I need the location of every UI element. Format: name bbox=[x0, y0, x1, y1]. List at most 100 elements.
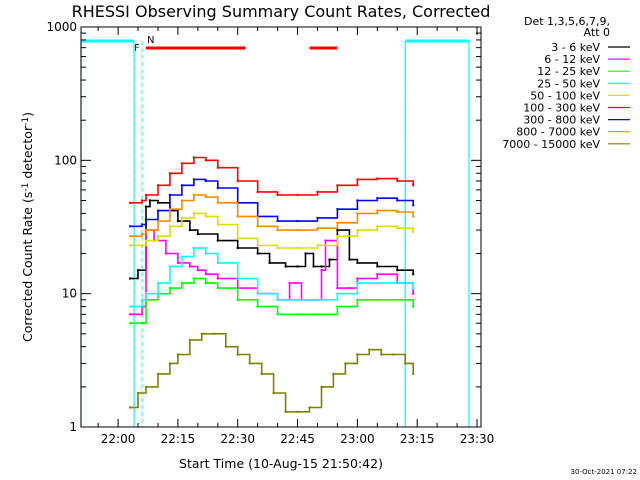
series-8-point-15 bbox=[296, 410, 299, 413]
series-4-point-0 bbox=[128, 244, 132, 247]
series-7-point-1 bbox=[140, 232, 144, 236]
series-line-7 bbox=[130, 194, 414, 237]
legend-entry-label-0: 3 - 6 keV bbox=[551, 41, 600, 54]
series-8-point-7 bbox=[200, 332, 203, 335]
series-3-point-1 bbox=[140, 298, 144, 301]
legend-entry-label-1: 6 - 12 keV bbox=[544, 53, 600, 66]
series-4-point-2 bbox=[144, 239, 148, 242]
series-8-point-8 bbox=[212, 332, 215, 335]
series-5-point-12 bbox=[296, 193, 299, 197]
series-6-point-16 bbox=[376, 197, 379, 200]
flare-label: F bbox=[134, 43, 140, 54]
series-0-point-12 bbox=[268, 261, 271, 265]
series-line-4 bbox=[130, 212, 414, 249]
series-6-point-5 bbox=[180, 184, 184, 187]
series-line-5 bbox=[130, 156, 414, 204]
series-3-point-18 bbox=[412, 286, 415, 290]
series-0-point-0 bbox=[128, 277, 132, 280]
series-6-point-17 bbox=[396, 199, 399, 202]
series-6-point-7 bbox=[204, 179, 207, 183]
series-1-point-7 bbox=[196, 269, 199, 272]
x-tick-label-1: 22:15 bbox=[161, 432, 196, 446]
series-3-point-6 bbox=[192, 246, 196, 250]
series-8-point-9 bbox=[224, 345, 227, 348]
series-7-point-6 bbox=[192, 193, 196, 197]
series-5-point-4 bbox=[168, 172, 172, 175]
y-axis-label-part1: Corrected Count Rate (s bbox=[20, 192, 35, 342]
series-6-point-4 bbox=[168, 193, 172, 197]
series-5-point-2 bbox=[144, 193, 148, 197]
series-7-point-3 bbox=[156, 219, 160, 223]
series-3-point-8 bbox=[216, 261, 219, 265]
series-2-point-17 bbox=[396, 298, 399, 301]
series-1-point-9 bbox=[216, 277, 219, 280]
series-4-point-15 bbox=[356, 228, 359, 232]
series-5-point-10 bbox=[256, 190, 259, 194]
series-0-point-6 bbox=[176, 219, 180, 223]
series-8-point-14 bbox=[284, 410, 287, 413]
series-1-point-16 bbox=[320, 269, 323, 272]
series-5-point-5 bbox=[180, 162, 184, 165]
series-4-point-16 bbox=[376, 225, 379, 228]
series-line-2 bbox=[130, 277, 414, 324]
series-4-point-8 bbox=[216, 223, 219, 226]
series-3-point-9 bbox=[236, 277, 239, 280]
legend-entry-label-8: 7000 - 15000 keV bbox=[502, 138, 600, 151]
series-5-point-14 bbox=[336, 184, 339, 187]
series-5-point-7 bbox=[204, 159, 207, 162]
y-axis-label-sup1: -1 bbox=[21, 183, 31, 192]
series-7-point-11 bbox=[276, 228, 279, 232]
legend-entry-label-2: 12 - 25 keV bbox=[537, 65, 600, 78]
series-0-point-11 bbox=[256, 252, 259, 255]
series-4-point-12 bbox=[296, 246, 299, 250]
series-3-point-12 bbox=[296, 298, 299, 301]
series-4-point-4 bbox=[168, 225, 172, 228]
series-6-point-2 bbox=[144, 218, 148, 221]
series-3-point-3 bbox=[156, 281, 160, 285]
series-8-point-10 bbox=[236, 353, 239, 356]
y-axis-label-sup2: -1 bbox=[21, 117, 31, 126]
legend-entry-label-4: 50 - 100 keV bbox=[530, 89, 600, 102]
y-axis-label: Corrected Count Rate (s-1 detector-1) bbox=[20, 112, 35, 342]
x-tick-label-5: 23:15 bbox=[400, 432, 435, 446]
series-7-point-14 bbox=[336, 221, 339, 224]
y-axis-label-part3: ) bbox=[20, 112, 35, 117]
series-2-point-9 bbox=[236, 298, 239, 301]
series-4-point-6 bbox=[192, 212, 196, 215]
series-3-point-13 bbox=[316, 298, 319, 301]
night-label: N bbox=[147, 35, 154, 46]
series-7-point-9 bbox=[236, 215, 239, 218]
series-5-point-18 bbox=[412, 184, 415, 187]
series-5-point-13 bbox=[316, 190, 319, 194]
y-tick-label-0: 1 bbox=[69, 420, 77, 434]
y-tick-label-2: 100 bbox=[54, 153, 77, 167]
series-7-point-7 bbox=[204, 195, 207, 199]
x-tick-label-4: 23:00 bbox=[340, 432, 375, 446]
series-line-6 bbox=[130, 178, 414, 228]
series-2-point-15 bbox=[356, 298, 359, 301]
series-0-point-13 bbox=[284, 265, 287, 268]
series-2-point-16 bbox=[376, 298, 379, 301]
series-4-point-17 bbox=[396, 227, 399, 230]
chart-title: RHESSI Observing Summary Count Rates, Co… bbox=[72, 2, 491, 21]
series-4-point-11 bbox=[276, 246, 279, 250]
series-0-point-7 bbox=[188, 228, 192, 232]
series-8-point-23 bbox=[392, 353, 395, 356]
legend-header-1: Att 0 bbox=[584, 26, 610, 39]
series-3-point-10 bbox=[256, 292, 259, 295]
series-7-point-5 bbox=[180, 199, 184, 202]
legend-entry-label-6: 300 - 800 keV bbox=[523, 114, 600, 127]
x-tick-label-3: 22:45 bbox=[280, 432, 315, 446]
series-4-point-10 bbox=[256, 244, 259, 247]
series-6-point-11 bbox=[276, 219, 279, 223]
y-tick-label-1: 10 bbox=[62, 287, 77, 301]
series-2-point-8 bbox=[216, 286, 219, 290]
series-0-point-21 bbox=[356, 261, 359, 265]
series-8-point-1 bbox=[136, 391, 140, 395]
series-3-point-7 bbox=[204, 252, 207, 255]
series-7-point-10 bbox=[256, 225, 259, 228]
y-axis-label-part2: detector bbox=[20, 125, 35, 183]
series-8-point-6 bbox=[188, 338, 192, 342]
series-5-point-6 bbox=[192, 156, 196, 159]
